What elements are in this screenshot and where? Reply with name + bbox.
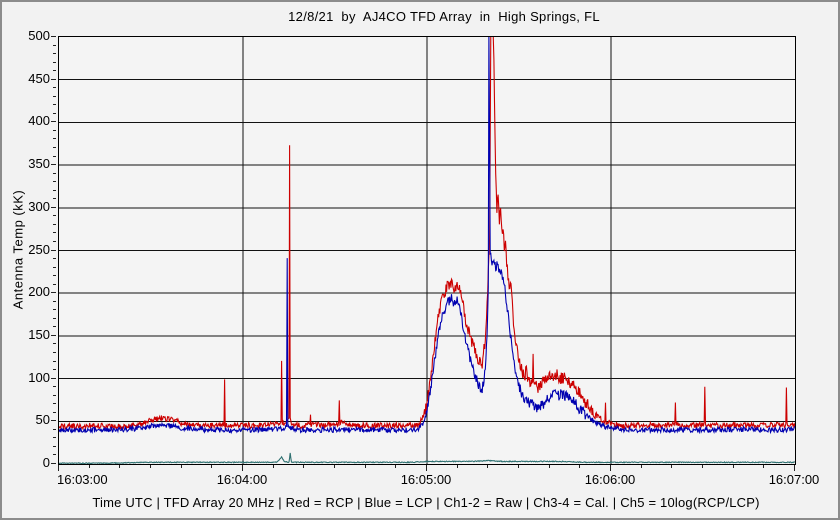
x-minor-tick: [671, 465, 672, 468]
y-minor-tick: [53, 104, 56, 105]
y-minor-tick: [53, 369, 56, 370]
x-tick-label: 16:05:00: [400, 472, 452, 487]
y-minor-tick: [53, 395, 56, 396]
x-minor-tick: [487, 465, 488, 468]
x-minor-tick: [150, 465, 151, 468]
y-minor-tick: [53, 284, 56, 285]
y-minor-tick: [53, 386, 56, 387]
y-tick-label: 450: [28, 71, 50, 86]
y-minor-tick: [53, 301, 56, 302]
x-major-tick: [794, 465, 795, 471]
x-major-tick: [58, 465, 59, 471]
y-minor-tick: [53, 215, 56, 216]
chart-title: 12/8/21 by AJ4CO TFD Array in High Sprin…: [288, 9, 600, 24]
y-minor-tick: [53, 87, 56, 88]
y-minor-tick: [53, 173, 56, 174]
y-minor-tick: [53, 258, 56, 259]
x-minor-tick: [119, 465, 120, 468]
y-minor-tick: [53, 53, 56, 54]
y-tick-label: 250: [28, 242, 50, 257]
y-minor-tick: [53, 309, 56, 310]
y-tick-label: 350: [28, 156, 50, 171]
y-minor-tick: [53, 429, 56, 430]
y-tick-label: 150: [28, 327, 50, 342]
plot-area: [58, 36, 796, 465]
y-minor-tick: [53, 138, 56, 139]
x-minor-tick: [518, 465, 519, 468]
y-minor-tick: [53, 318, 56, 319]
y-major-tick: [51, 121, 56, 122]
y-tick-label: 200: [28, 284, 50, 299]
x-major-tick: [242, 465, 243, 471]
y-tick-label: 300: [28, 199, 50, 214]
y-minor-tick: [53, 45, 56, 46]
x-minor-tick: [334, 465, 335, 468]
x-minor-tick: [395, 465, 396, 468]
x-minor-tick: [89, 465, 90, 468]
y-major-tick: [51, 250, 56, 251]
y-minor-tick: [53, 70, 56, 71]
x-tick-label: 16:06:00: [584, 472, 636, 487]
y-minor-tick: [53, 62, 56, 63]
x-minor-tick: [273, 465, 274, 468]
x-major-tick: [426, 465, 427, 471]
chart-canvas: [59, 37, 795, 464]
y-minor-tick: [53, 446, 56, 447]
y-major-tick: [51, 207, 56, 208]
chart-footer: Time UTC | TFD Array 20 MHz | Red = RCP …: [92, 495, 760, 510]
y-minor-tick: [53, 352, 56, 353]
y-minor-tick: [53, 412, 56, 413]
x-minor-tick: [641, 465, 642, 468]
y-minor-tick: [53, 241, 56, 242]
y-minor-tick: [53, 147, 56, 148]
y-minor-tick: [53, 232, 56, 233]
x-major-tick: [610, 465, 611, 471]
y-major-tick: [51, 36, 56, 37]
y-major-tick: [51, 335, 56, 336]
y-minor-tick: [53, 437, 56, 438]
y-minor-tick: [53, 96, 56, 97]
y-major-tick: [51, 463, 56, 464]
y-minor-tick: [53, 113, 56, 114]
y-minor-tick: [53, 181, 56, 182]
y-minor-tick: [53, 267, 56, 268]
y-tick-label: 400: [28, 113, 50, 128]
x-minor-tick: [579, 465, 580, 468]
y-minor-tick: [53, 156, 56, 157]
y-tick-label: 100: [28, 370, 50, 385]
y-minor-tick: [53, 361, 56, 362]
x-minor-tick: [549, 465, 550, 468]
x-tick-label: 16:03:00: [57, 472, 108, 487]
y-minor-tick: [53, 130, 56, 131]
y-major-tick: [51, 420, 56, 421]
x-minor-tick: [181, 465, 182, 468]
x-tick-label: 16:04:00: [216, 472, 268, 487]
x-minor-tick: [457, 465, 458, 468]
y-major-tick: [51, 292, 56, 293]
x-minor-tick: [211, 465, 212, 468]
y-minor-tick: [53, 454, 56, 455]
y-minor-tick: [53, 403, 56, 404]
y-minor-tick: [53, 326, 56, 327]
x-minor-tick: [303, 465, 304, 468]
y-tick-label: 500: [28, 28, 50, 43]
x-minor-tick: [365, 465, 366, 468]
y-major-tick: [51, 164, 56, 165]
x-minor-tick: [763, 465, 764, 468]
y-tick-label: 0: [42, 455, 50, 470]
y-tick-label: 50: [35, 412, 50, 427]
x-minor-tick: [702, 465, 703, 468]
y-major-tick: [51, 378, 56, 379]
y-minor-tick: [53, 275, 56, 276]
y-minor-tick: [53, 190, 56, 191]
y-major-tick: [51, 79, 56, 80]
y-minor-tick: [53, 224, 56, 225]
x-minor-tick: [733, 465, 734, 468]
x-tick-label: 16:07:00: [768, 472, 820, 487]
y-minor-tick: [53, 343, 56, 344]
y-minor-tick: [53, 198, 56, 199]
